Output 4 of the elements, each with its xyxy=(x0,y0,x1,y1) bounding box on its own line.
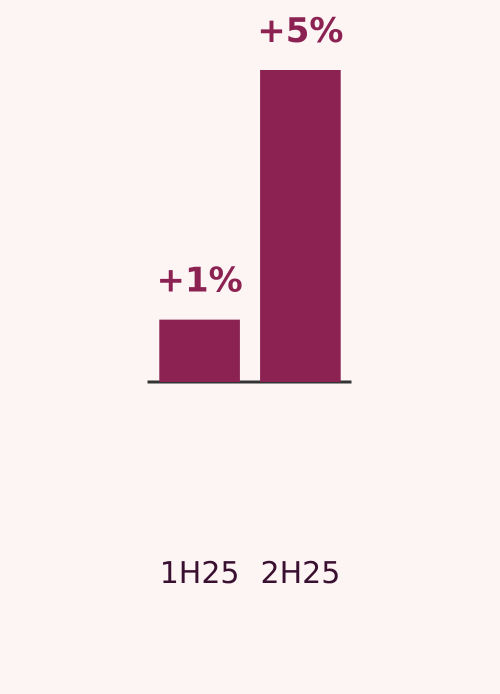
data-label: +5% xyxy=(257,10,344,51)
x-tick-label: 1H25 xyxy=(160,556,240,591)
x-tick-label: 2H25 xyxy=(260,556,340,591)
data-label: +1% xyxy=(156,260,243,300)
